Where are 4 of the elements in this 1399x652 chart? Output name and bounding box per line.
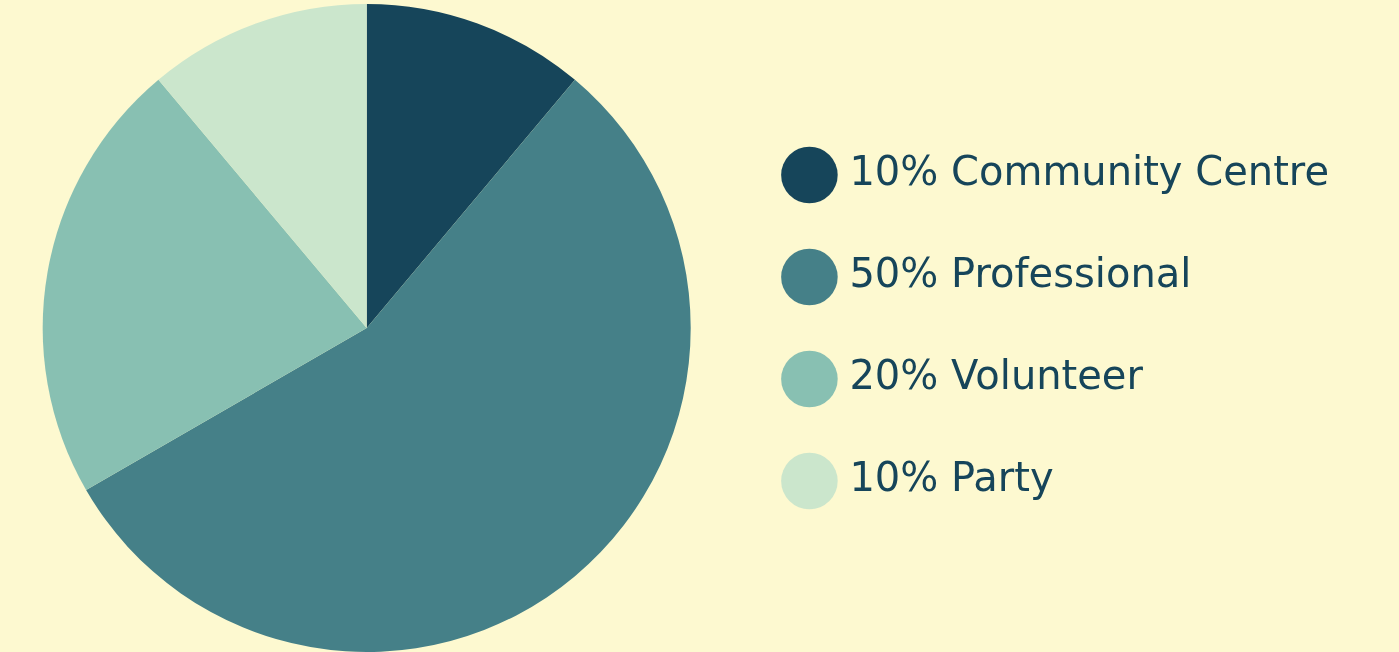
legend-label: 10% Party: [849, 454, 1054, 501]
legend-label: 20% Volunteer: [849, 352, 1144, 399]
legend-label: 50% Professional: [849, 250, 1192, 297]
legend-label: 10% Community Centre: [849, 148, 1329, 195]
